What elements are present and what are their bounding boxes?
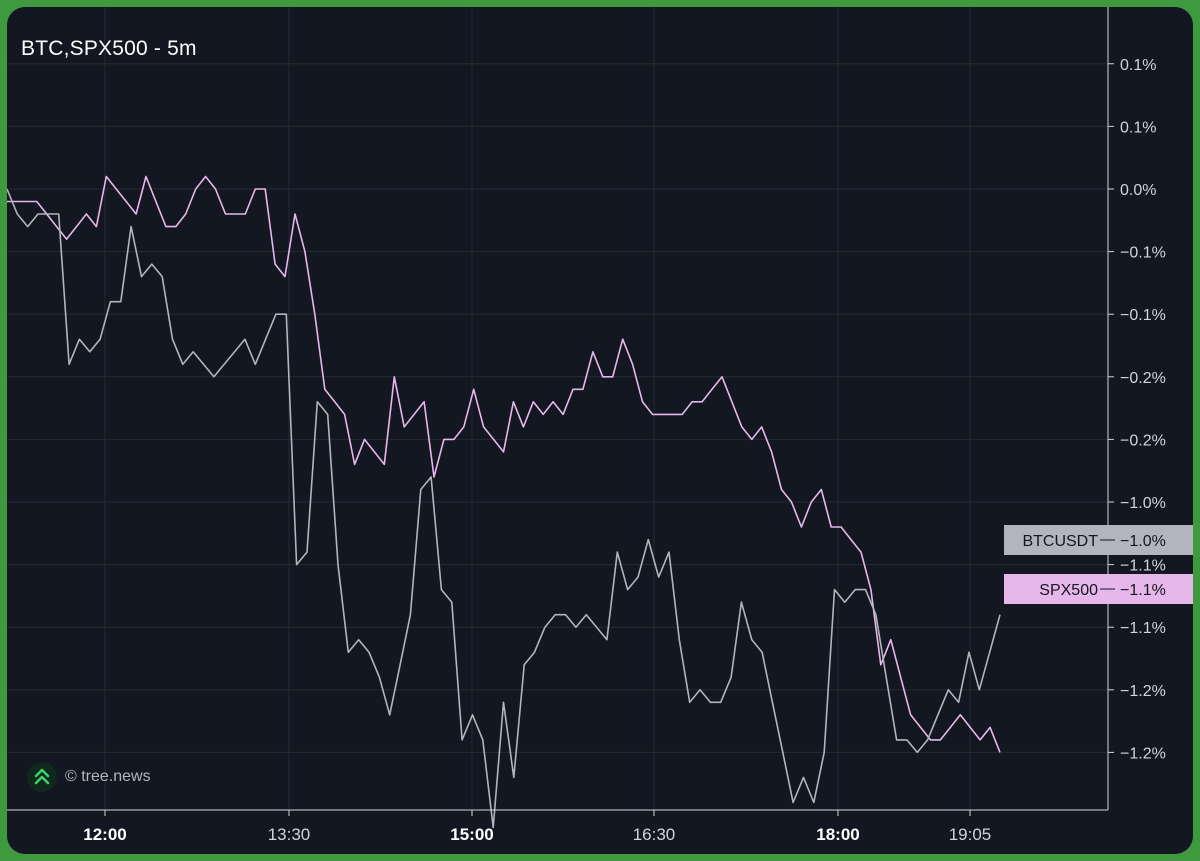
x-tick-label: 18:00 [816,825,859,844]
line-chart: 0.1% 0.1% 0.0% −0.1% −0.1% −0.2% −0.2% −1.0% −1.… [7,7,1193,844]
y-tick-label: −0.1% [1120,307,1166,324]
x-tick-label: 19:05 [949,825,992,844]
y-tick-label: −1.0% [1120,495,1166,512]
series-value-bg [1108,574,1193,604]
series-value-bg [1108,525,1193,555]
series-value-label: −1.0% [1120,533,1166,550]
tree-logo-icon [27,762,57,792]
price-labels: SPX500 −1.1% BTCUSDT −1.0% [1004,525,1193,604]
price-label-spx500: SPX500 −1.1% [1004,574,1193,604]
axes: 0.1% 0.1% 0.0% −0.1% −0.1% −0.2% −0.2% −1.0% −1.… [7,7,1166,844]
y-tick-label: −1.2% [1120,683,1166,700]
series-name-bg [1004,525,1108,555]
watermark: © tree.news [27,762,151,792]
series-name-label: SPX500 [1039,582,1098,599]
x-tick-label: 16:30 [633,825,676,844]
y-tick-label: −0.2% [1120,432,1166,449]
y-tick-label: 0.1% [1120,119,1156,136]
chart-title: BTC,SPX500 - 5m [21,37,197,60]
series-lines [7,175,1001,829]
y-tick-label: −1.1% [1120,558,1166,575]
x-tick-label: 13:30 [268,825,311,844]
y-tick-label: −0.2% [1120,370,1166,387]
y-tick-label: −1.2% [1120,745,1166,762]
series-line-spx500 [7,175,1001,753]
x-tick-label: 12:00 [83,825,126,844]
y-tick-label: 0.0% [1120,182,1156,199]
y-tick-label: −1.1% [1120,620,1166,637]
chart-frame: 0.1% 0.1% 0.0% −0.1% −0.1% −0.2% −0.2% −1.0% −1.… [7,7,1193,854]
series-name-label: BTCUSDT [1022,533,1098,550]
x-tick-label: 15:00 [450,825,493,844]
y-tick-label: −0.1% [1120,245,1166,262]
series-line-btcusdt [7,188,1001,829]
watermark-text: © tree.news [65,768,151,785]
grid-lines [7,7,1108,810]
price-label-btcusdt: BTCUSDT −1.0% [1004,525,1193,555]
series-value-label: −1.1% [1120,582,1166,599]
series-name-bg [1004,574,1108,604]
y-tick-label: 0.1% [1120,57,1156,74]
